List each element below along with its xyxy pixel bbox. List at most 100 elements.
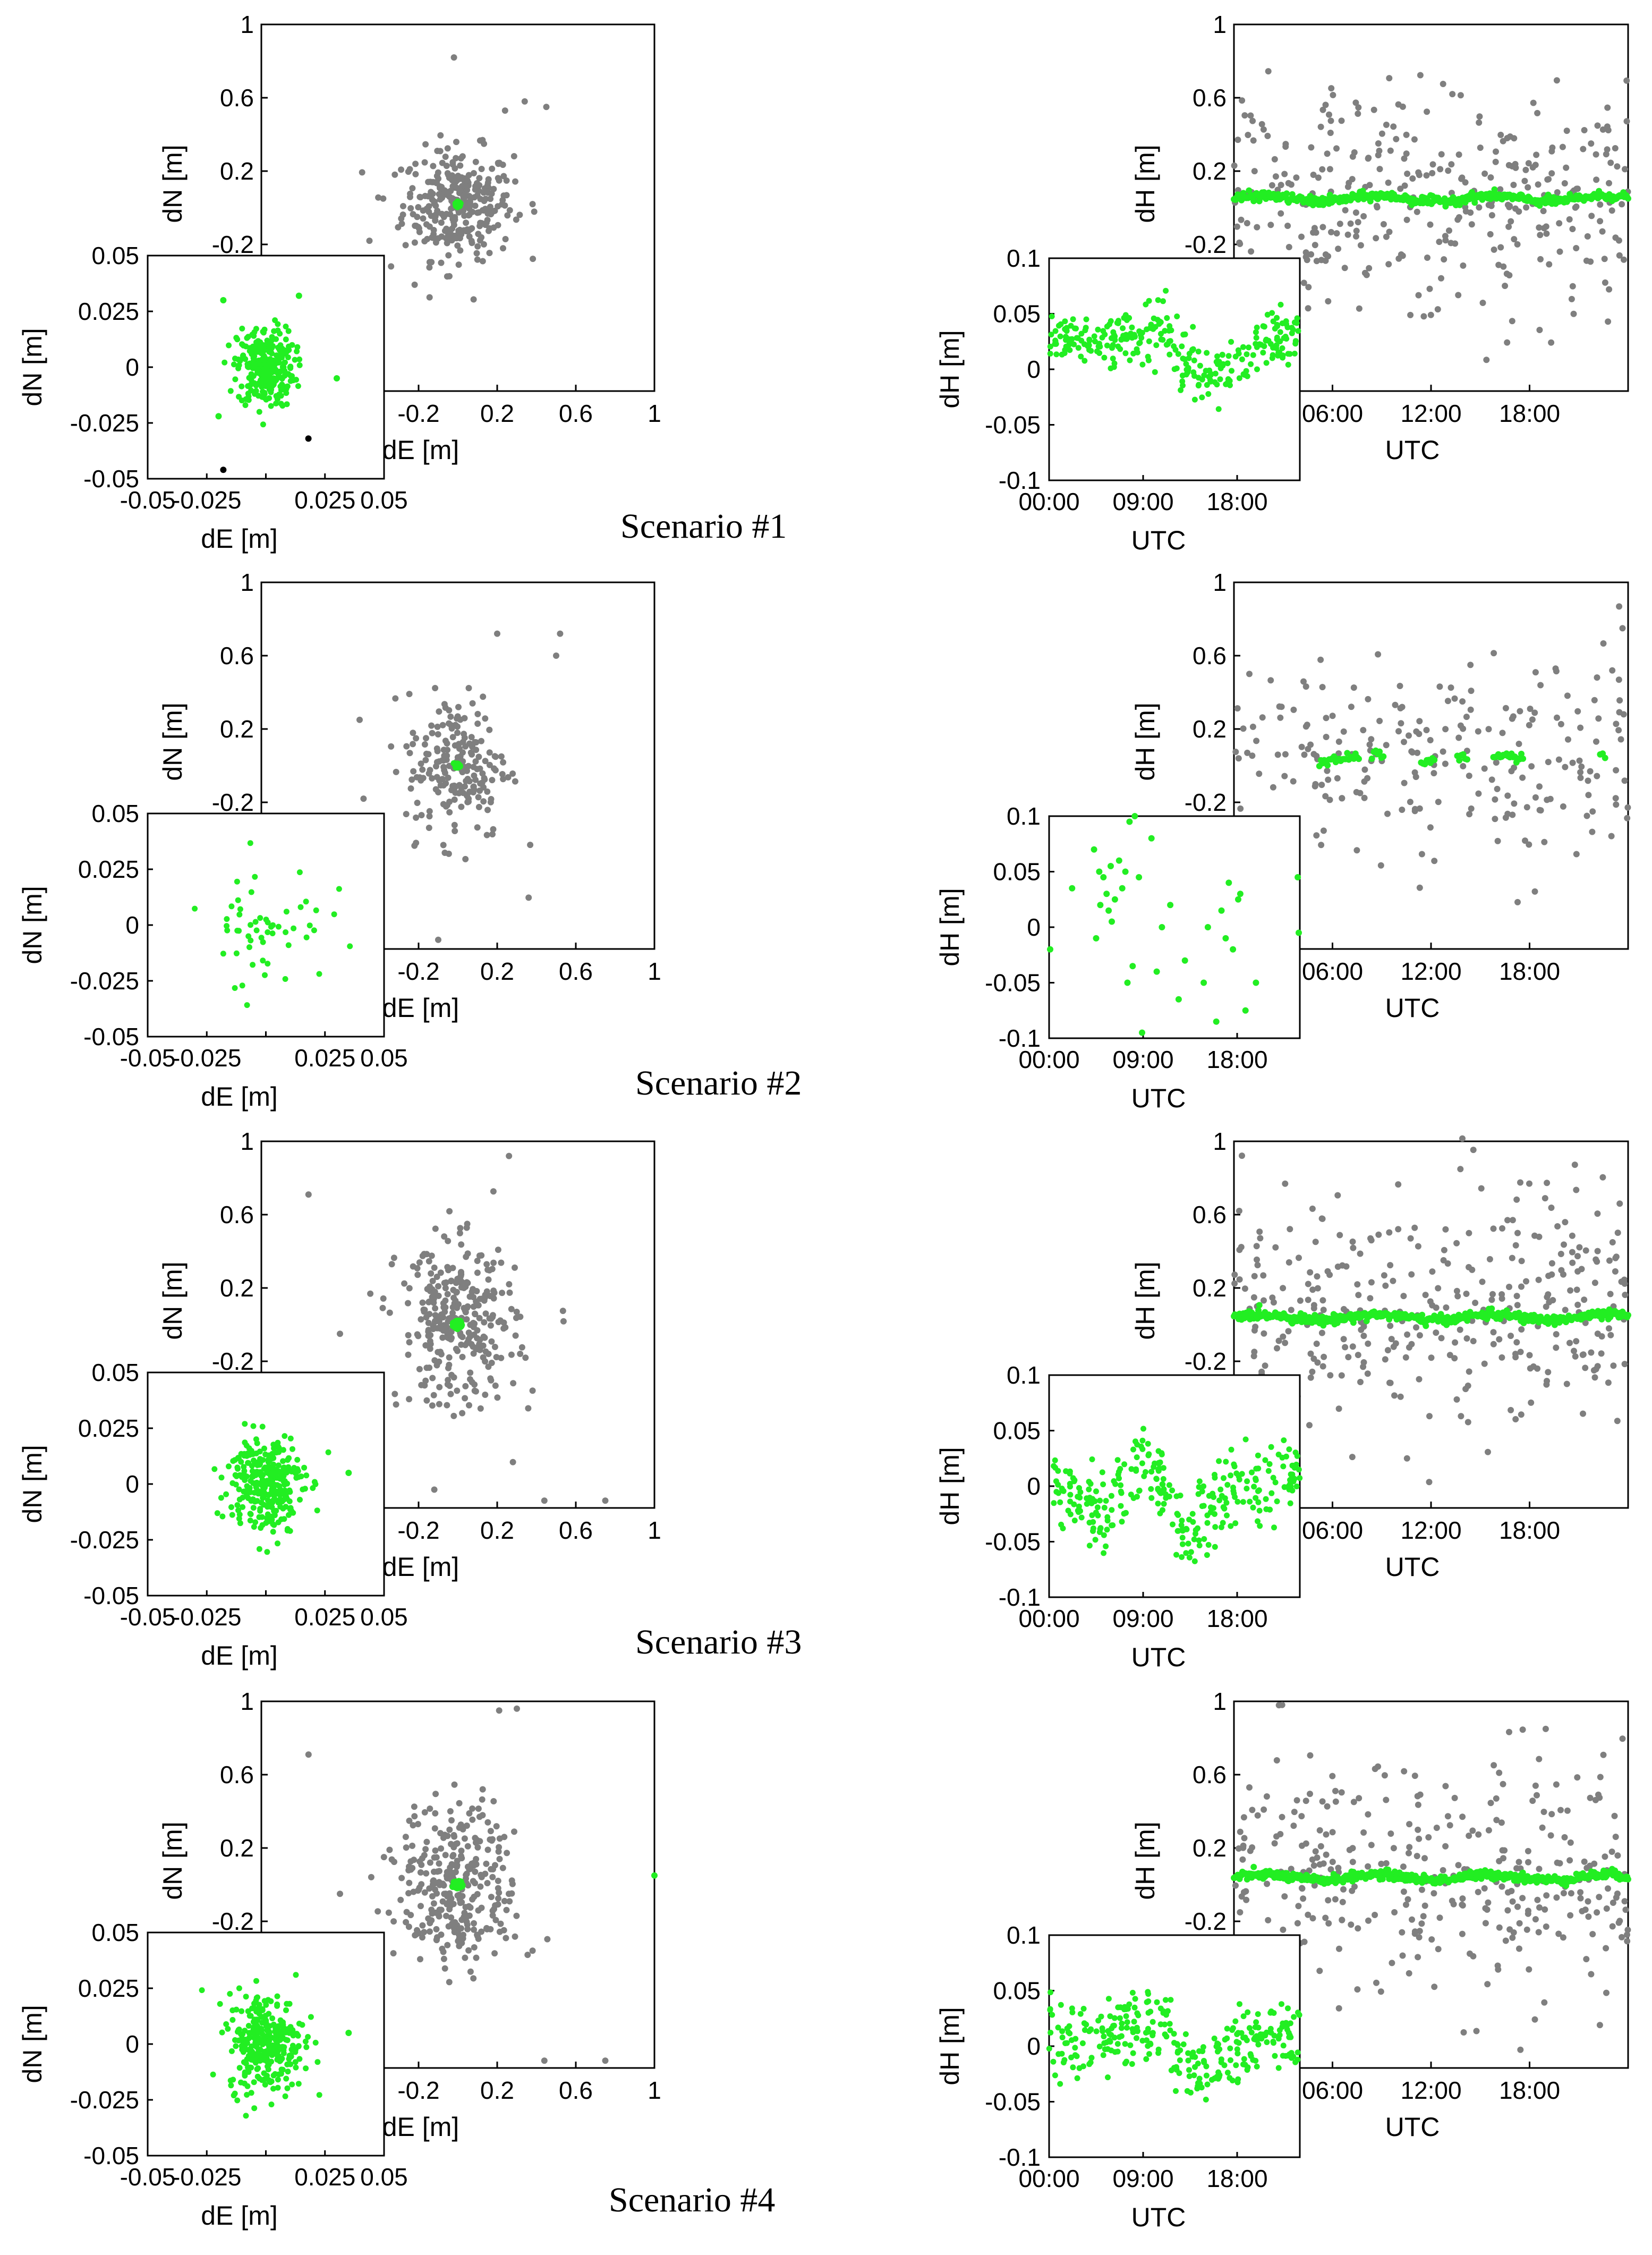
point-float (495, 1247, 501, 1253)
point-float (416, 1366, 423, 1372)
point-fixed (270, 1455, 277, 1461)
point-float (398, 221, 405, 227)
point-float (437, 148, 444, 155)
point-float (1411, 1224, 1418, 1231)
point-float (427, 1345, 433, 1352)
point-float (1455, 214, 1462, 221)
y-axis-label: dN [m] (18, 1445, 47, 1523)
point-float (1530, 1363, 1537, 1370)
point-float (1440, 748, 1446, 755)
point-float (1512, 160, 1519, 167)
x-tick-label: 12:00 (1400, 957, 1461, 985)
point-fixed (287, 1505, 294, 1511)
point-float (1447, 684, 1454, 691)
point-float (1341, 265, 1348, 272)
point-float (1494, 785, 1501, 792)
point-float (482, 758, 489, 765)
point-fixed (287, 365, 294, 371)
point-float (1530, 99, 1537, 106)
point-float (1308, 144, 1315, 151)
point-float (1254, 224, 1261, 231)
point-float (470, 170, 477, 176)
point-float (446, 1354, 453, 1361)
point-fixed (1431, 757, 1438, 764)
point-float (1496, 1336, 1503, 1343)
point-float (1606, 1257, 1613, 1264)
point-float (1437, 166, 1444, 173)
point-float (1613, 801, 1620, 808)
x-tick-label: 0.2 (480, 2076, 514, 2104)
point-float (1357, 242, 1364, 249)
point-float (412, 160, 419, 167)
point-float (441, 850, 448, 856)
point-float (472, 202, 479, 209)
point-fixed (1095, 326, 1101, 333)
point-fixed (1111, 1478, 1117, 1484)
point-fixed (1141, 1473, 1147, 1479)
point-float (530, 256, 537, 262)
point-fixed (1255, 1488, 1261, 1494)
point-fixed (1191, 357, 1197, 363)
point-float (1382, 1282, 1389, 1289)
point-float (1285, 1328, 1292, 1335)
point-float (503, 1935, 509, 1942)
point-fixed (1069, 885, 1076, 892)
point-float (446, 707, 453, 714)
point-float (1572, 1353, 1579, 1360)
point-float (1250, 137, 1257, 144)
point-fixed (1212, 1474, 1218, 1481)
point-fixed (266, 383, 272, 389)
point-float (557, 630, 564, 637)
point-float (1415, 1243, 1421, 1250)
point-float (428, 1270, 435, 1277)
point-fixed (1281, 1437, 1287, 1444)
point-float (452, 216, 458, 223)
point-float (1401, 739, 1407, 745)
x-tick-label: 12:00 (1400, 1516, 1461, 1544)
point-float (504, 212, 511, 219)
x-tick-label: 12:00 (1400, 400, 1461, 427)
point-float (425, 1258, 432, 1265)
point-float (469, 700, 476, 707)
x-tick-label: 18:00 (1499, 1516, 1560, 1544)
point-float (1624, 804, 1631, 811)
point-float (1479, 1278, 1486, 1285)
point-float (1318, 842, 1325, 849)
point-fixed (306, 922, 313, 929)
point-float (1264, 132, 1271, 139)
point-fixed (1295, 874, 1301, 880)
point-float (459, 749, 466, 756)
point-float (1490, 1329, 1497, 1336)
point-float (1532, 669, 1539, 676)
point-float (451, 821, 458, 828)
point-fixed (1096, 350, 1103, 356)
y-axis-label: dN [m] (158, 702, 188, 781)
point-fixed (1175, 996, 1182, 1003)
point-fixed (1224, 1482, 1231, 1488)
point-float (440, 764, 447, 770)
point-float (1262, 1362, 1268, 1369)
point-fixed (1067, 1511, 1074, 1518)
point-float (484, 1266, 491, 1273)
point-float (1612, 1268, 1619, 1275)
point-fixed (1250, 1504, 1256, 1511)
point-float (1445, 167, 1452, 174)
point-fixed (253, 326, 259, 332)
point-float (1455, 734, 1462, 741)
point-float (1322, 793, 1329, 800)
point-fixed (1164, 315, 1170, 321)
point-float (388, 263, 395, 270)
x-tick-label: 09:00 (1112, 1046, 1173, 1073)
point-float (1259, 714, 1266, 721)
point-float (414, 1271, 421, 1278)
point-float (1418, 851, 1425, 858)
point-float (1500, 263, 1507, 270)
point-float (1442, 760, 1449, 767)
point-fixed (282, 1433, 288, 1439)
point-float (1498, 1354, 1505, 1361)
point-float (1416, 884, 1423, 891)
point-float (1433, 1329, 1440, 1336)
point-fixed (1239, 356, 1245, 362)
point-fixed (236, 928, 242, 934)
x-tick-label: 18:00 (1206, 1605, 1267, 1632)
